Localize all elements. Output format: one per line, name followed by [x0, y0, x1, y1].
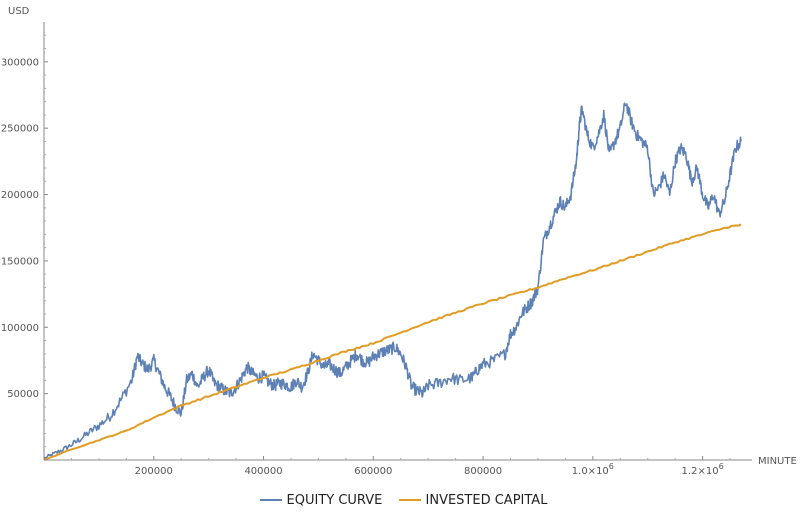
legend-swatch-invested	[398, 499, 421, 501]
x-tick-label: 1.2×106	[682, 462, 724, 477]
y-tick-label: 100000	[1, 323, 39, 334]
plot-series	[43, 102, 742, 461]
series-line-invested-capital	[43, 223, 742, 461]
legend-item-invested: INVESTED CAPITAL	[398, 492, 548, 508]
x-tick-label: 800000	[464, 466, 502, 477]
legend-label-equity: EQUITY CURVE	[286, 492, 383, 508]
y-tick-label: 250000	[1, 124, 39, 135]
x-tick-label: 600000	[354, 466, 392, 477]
legend-item-equity: EQUITY CURVE	[259, 492, 383, 508]
series-line-equity-curve	[43, 102, 742, 460]
legend-swatch-equity	[259, 499, 282, 501]
x-axis-label: MINUTE	[758, 456, 797, 467]
y-tick-label: 50000	[7, 389, 39, 400]
legend-label-invested: INVESTED CAPITAL	[425, 492, 548, 508]
y-tick-label: 300000	[1, 57, 39, 68]
x-tick-label: 1.0×106	[572, 462, 614, 477]
y-ticks: 50000 100000 150000 200000 250000 300000	[1, 34, 48, 448]
x-tick-label: 400000	[244, 466, 282, 477]
y-axis-label: USD	[8, 6, 30, 17]
x-tick-label: 200000	[135, 466, 173, 477]
x-ticks: 200000 400000 600000 800000 1.0×106 1.2×106	[70, 456, 731, 477]
y-tick-label: 200000	[1, 190, 39, 201]
y-tick-label: 150000	[1, 256, 39, 267]
legend: EQUITY CURVE INVESTED CAPITAL	[0, 490, 807, 508]
